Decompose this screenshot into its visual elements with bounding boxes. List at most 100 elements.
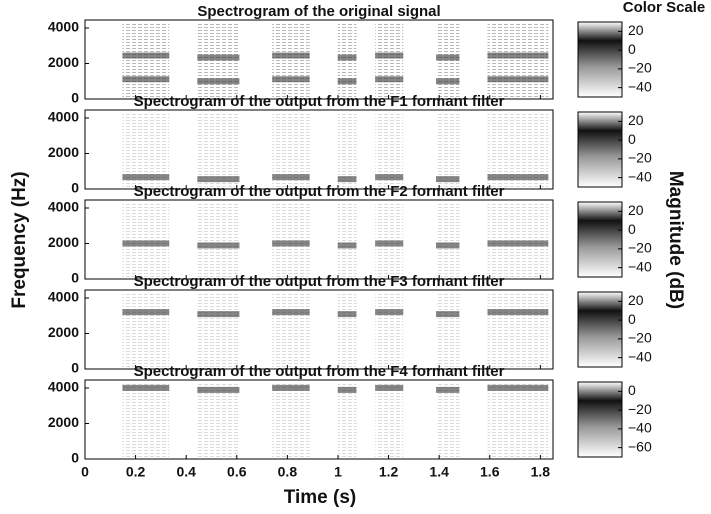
formant-band — [337, 311, 357, 318]
formant-band — [122, 309, 170, 316]
panel-title: Spectrogram of the output from the F2 fo… — [134, 183, 505, 200]
x-tick-label: 1.2 — [379, 464, 399, 480]
formant-band — [436, 54, 460, 61]
formant-band — [122, 174, 170, 181]
formant-band — [337, 54, 357, 61]
colorbar-tick-label: 20 — [628, 292, 644, 308]
x-tick-label: 1 — [334, 464, 342, 480]
formant-band — [375, 384, 404, 391]
y-tick-label: 0 — [71, 360, 79, 376]
colorbar — [577, 21, 623, 98]
y-tick-label: 0 — [71, 270, 79, 286]
spectrogram-texture — [487, 22, 549, 97]
formant-band — [436, 311, 460, 318]
colorbar-tick-label: 0 — [628, 382, 636, 398]
formant-band — [272, 309, 310, 316]
spectrogram-texture — [375, 382, 404, 457]
colorbar-tick-label: −20 — [628, 401, 652, 417]
spectrogram-texture — [337, 202, 357, 277]
formant-band — [487, 52, 549, 59]
formant-band — [375, 309, 404, 316]
y-tick-label: 0 — [71, 450, 79, 466]
formant-band — [197, 311, 240, 318]
spectrogram-texture — [272, 382, 310, 457]
y-tick-label: 0 — [71, 180, 79, 196]
spectrogram-texture — [197, 112, 240, 187]
plot-frame — [84, 199, 554, 280]
formant-band — [272, 76, 310, 83]
x-tick-label: 0.6 — [227, 464, 247, 480]
formant-band — [272, 384, 310, 391]
colorbar-tick-label: 0 — [628, 311, 636, 327]
formant-band — [122, 76, 170, 83]
spectrogram-texture — [375, 202, 404, 277]
y-tick-label: 2000 — [48, 234, 79, 250]
y-tick-label: 2000 — [48, 324, 79, 340]
colorbar — [577, 291, 623, 368]
spectrogram-texture — [436, 292, 460, 367]
colorbar-tick-label: −20 — [628, 330, 652, 346]
formant-band — [436, 386, 460, 393]
formant-band — [337, 386, 357, 393]
y-tick-label: 2000 — [48, 144, 79, 160]
y-tick-label: 4000 — [48, 289, 79, 305]
y-tick-label: 0 — [71, 90, 79, 106]
formant-band — [375, 174, 404, 181]
colorbar-tick-label: −20 — [628, 240, 652, 256]
spectrogram-texture — [436, 382, 460, 457]
formant-band — [197, 54, 240, 61]
spectrogram-texture — [436, 112, 460, 187]
formant-band — [436, 242, 460, 249]
panel-title: Spectrogram of the output from the F3 fo… — [134, 273, 505, 290]
formant-band — [487, 240, 549, 247]
spectrogram-texture — [337, 382, 357, 457]
panel-title: Spectrogram of the output from the F4 fo… — [134, 363, 505, 380]
colorbar-tick-label: 20 — [628, 112, 644, 128]
formant-band — [122, 52, 170, 59]
colorbar-tick-label: −40 — [628, 168, 652, 184]
formant-band — [487, 384, 549, 391]
panel-title: Spectrogram of the original signal — [197, 3, 440, 20]
colorbar-tick-label: −20 — [628, 60, 652, 76]
formant-band — [487, 174, 549, 181]
x-axis-label: Time (s) — [284, 487, 357, 508]
y-tick-label: 4000 — [48, 109, 79, 125]
formant-band — [197, 78, 240, 85]
x-tick-label: 0 — [81, 464, 89, 480]
panel-title: Spectrogram of the output from the F1 fo… — [134, 93, 505, 110]
y-tick-label: 2000 — [48, 414, 79, 430]
spectrogram-texture — [197, 292, 240, 367]
formant-band — [375, 52, 404, 59]
x-tick-label: 1.8 — [531, 464, 551, 480]
formant-band — [272, 52, 310, 59]
colorbar-tick-label: −60 — [628, 438, 652, 454]
spectrogram-texture — [122, 22, 170, 97]
colorbar-title: Color Scale — [623, 0, 706, 16]
formant-band — [337, 242, 357, 249]
colorbar — [577, 381, 623, 458]
colorbar-tick-label: 0 — [628, 41, 636, 57]
plot-frame — [84, 109, 554, 190]
y-axis-label: Frequency (Hz) — [9, 171, 30, 308]
spectrogram-texture — [197, 382, 240, 457]
spectrogram-texture — [375, 22, 404, 97]
colorbar-tick-label: 0 — [628, 131, 636, 147]
formant-band — [197, 386, 240, 393]
spectrogram-texture — [375, 292, 404, 367]
plot-frame — [84, 19, 554, 100]
spectrogram-texture — [272, 22, 310, 97]
spectrogram-texture — [487, 382, 549, 457]
formant-band — [122, 240, 170, 247]
spectrogram-texture — [337, 292, 357, 367]
formant-band — [436, 176, 460, 183]
colorbar-tick-label: −40 — [628, 348, 652, 364]
spectrogram-texture — [436, 202, 460, 277]
spectrogram-texture — [487, 202, 549, 277]
y-tick-label: 4000 — [48, 379, 79, 395]
spectrogram-texture — [197, 202, 240, 277]
colorbar-tick-label: −20 — [628, 150, 652, 166]
x-tick-label: 0.8 — [278, 464, 298, 480]
spectrogram-texture — [337, 112, 357, 187]
spectrogram-texture — [122, 292, 170, 367]
